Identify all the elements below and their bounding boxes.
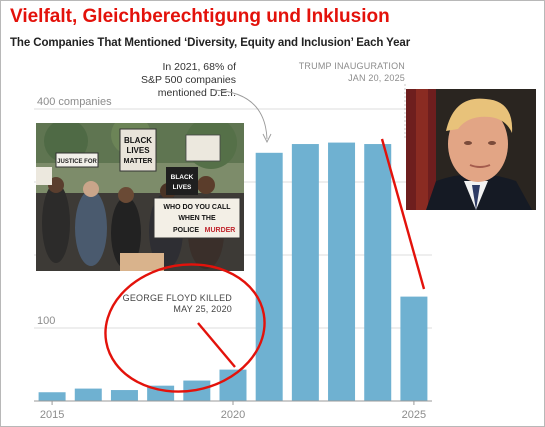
x-axis-ticks: 2015 2020 2025	[40, 401, 426, 421]
protest-photo: BLACK LIVES MATTER JUSTICE FOR BLACK LIV…	[36, 123, 244, 271]
annotation-2021-line-1: In 2021, 68% of	[162, 61, 236, 73]
annotation-trump: TRUMP INAUGURATION JAN 20, 2025	[299, 61, 406, 140]
svg-text:LIVES: LIVES	[126, 146, 150, 155]
bar-2020	[219, 369, 247, 401]
svg-text:JUSTICE FOR: JUSTICE FOR	[57, 159, 97, 165]
svg-text:MATTER: MATTER	[124, 158, 153, 165]
x-tick-label: 2020	[221, 409, 245, 421]
x-tick-label: 2015	[40, 409, 64, 421]
bar-2024	[364, 144, 392, 402]
svg-text:BLACK: BLACK	[171, 174, 194, 181]
bar-2017	[110, 390, 138, 401]
chart-title: The Companies That Mentioned ‘Diversity,…	[10, 37, 411, 49]
annotation-floyd-line-1: GEORGE FLOYD KILLED	[123, 293, 233, 303]
annotation-2021-arrowhead	[262, 133, 272, 144]
svg-text:LIVES: LIVES	[173, 184, 192, 191]
svg-text:WHEN THE: WHEN THE	[178, 215, 216, 222]
svg-text:MURDER: MURDER	[205, 227, 236, 234]
bar-2018	[147, 385, 175, 401]
bar-2016	[74, 388, 102, 401]
annotation-2021-line-3: mentioned D.E.I.	[158, 87, 236, 99]
svg-text:WHO DO YOU CALL: WHO DO YOU CALL	[163, 204, 231, 211]
annotation-floyd: GEORGE FLOYD KILLED MAY 25, 2020	[123, 293, 233, 314]
annotation-floyd-line-2: MAY 25, 2020	[173, 304, 232, 314]
y-tick-label: 100	[37, 315, 55, 327]
annotation-2021-line-2: S&P 500 companies	[141, 74, 236, 86]
annotation-2021: In 2021, 68% of S&P 500 companies mentio…	[141, 61, 272, 144]
annotation-trump-line-2: JAN 20, 2025	[348, 73, 405, 83]
bar-2022	[291, 144, 319, 402]
svg-text:BLACK: BLACK	[124, 136, 152, 145]
annotation-2021-arrow	[212, 89, 268, 140]
x-tick-label: 2025	[402, 409, 426, 421]
svg-text:POLICE: POLICE	[173, 227, 199, 234]
bar-2015	[38, 392, 66, 401]
bar-2021	[255, 152, 283, 401]
header-title: Vielfalt, Gleichberechtigung und Inklusi…	[10, 6, 390, 27]
trump-photo	[406, 89, 536, 210]
bar-2019	[183, 380, 211, 401]
bar-2023	[328, 142, 356, 401]
y-tick-label: 400 companies	[37, 96, 112, 108]
annotation-trump-line-1: TRUMP INAUGURATION	[299, 61, 405, 71]
bar-2025	[400, 296, 428, 401]
